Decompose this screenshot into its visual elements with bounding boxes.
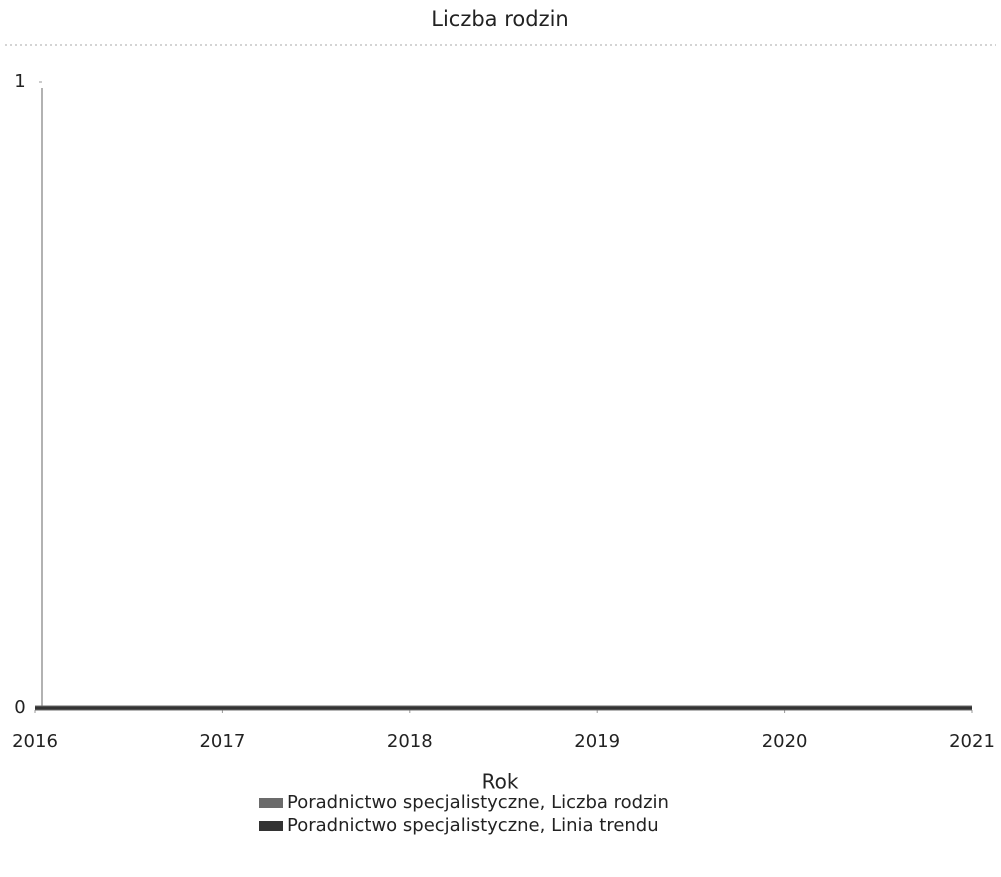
x-tick-label: 2016 [12, 731, 58, 752]
y-tick-label: 0 [14, 697, 25, 718]
legend-label: Poradnictwo specjalistyczne, Linia trend… [287, 815, 659, 836]
legend-swatch [259, 798, 283, 808]
legend-swatch [259, 821, 283, 831]
x-tick-label: 2021 [949, 731, 995, 752]
x-tick-label: 2019 [574, 731, 620, 752]
x-tick-label: 2018 [387, 731, 433, 752]
y-tick-label: 1 [14, 71, 25, 92]
legend-label: Poradnictwo specjalistyczne, Liczba rodz… [287, 792, 669, 813]
chart-title: Liczba rodzin [431, 7, 569, 31]
x-axis-label: Rok [482, 770, 519, 794]
x-tick-label: 2017 [199, 731, 245, 752]
x-tick-label: 2020 [762, 731, 808, 752]
